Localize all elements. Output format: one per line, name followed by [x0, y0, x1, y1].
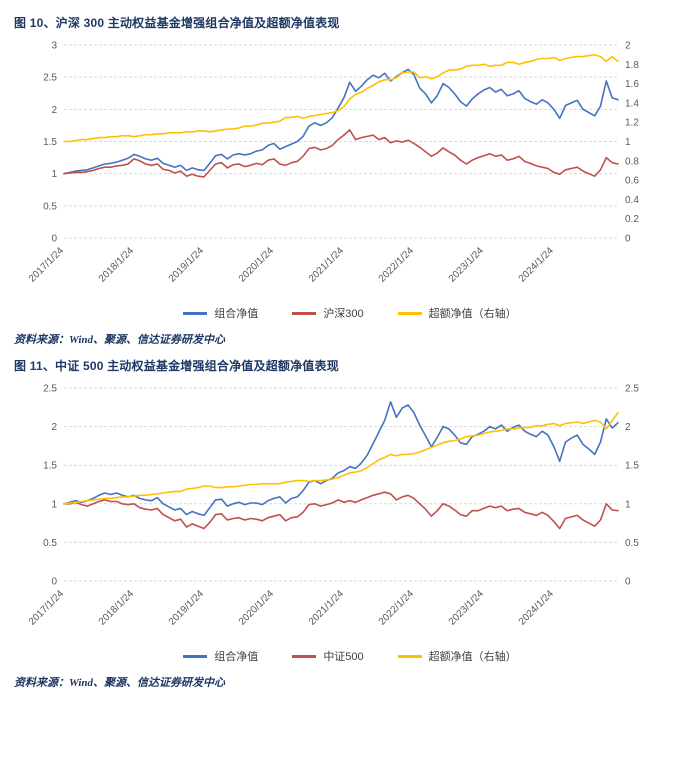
svg-text:2023/1/24: 2023/1/24 [447, 245, 487, 285]
legend-swatch-index [292, 654, 317, 658]
legend-swatch-excess [397, 311, 422, 315]
svg-text:2020/1/24: 2020/1/24 [237, 588, 277, 628]
svg-text:1.4: 1.4 [625, 98, 639, 109]
legend-swatch-portfolio [183, 311, 208, 315]
chart-legend: 组合净值 沪深300 超额净值（右轴） [12, 305, 688, 321]
svg-text:1.8: 1.8 [625, 60, 639, 71]
legend-label: 沪深300 [323, 308, 364, 320]
svg-text:1.6: 1.6 [625, 79, 639, 90]
legend-label: 超额净值（右轴） [428, 308, 517, 320]
legend-item: 超额净值（右轴） [397, 305, 517, 321]
figure-title: 图 10、沪深 300 主动权益基金增强组合净值及超额净值表现 [14, 16, 340, 30]
legend-swatch-index [292, 311, 317, 315]
report-page: 图 10、沪深 300 主动权益基金增强组合净值及超额净值表现 0 0.5 1 1.5… [12, 14, 688, 690]
svg-text:0: 0 [51, 577, 57, 588]
svg-text:2023/1/24: 2023/1/24 [447, 588, 487, 628]
svg-text:0.8: 0.8 [625, 156, 639, 167]
svg-text:1.5: 1.5 [43, 461, 57, 472]
svg-text:2024/1/24: 2024/1/24 [517, 588, 557, 628]
svg-text:2: 2 [51, 105, 57, 116]
svg-text:2.5: 2.5 [625, 384, 639, 395]
svg-text:3: 3 [51, 41, 57, 52]
figure-10-block: 图 10、沪深 300 主动权益基金增强组合净值及超额净值表现 0 0.5 1 1.5… [12, 14, 688, 347]
svg-text:2021/1/24: 2021/1/24 [307, 588, 347, 628]
svg-text:0.2: 0.2 [625, 214, 639, 225]
figure-11-block: 图 11、中证 500 主动权益基金增强组合净值及超额净值表现 0 0.5 1 1.5… [12, 357, 688, 690]
svg-text:1: 1 [51, 499, 57, 510]
legend-item: 沪深300 [292, 305, 364, 321]
svg-text:0.5: 0.5 [625, 538, 639, 549]
legend-swatch-excess [397, 654, 422, 658]
svg-text:0: 0 [625, 577, 631, 588]
svg-text:2024/1/24: 2024/1/24 [517, 245, 557, 285]
figure-title: 图 11、中证 500 主动权益基金增强组合净值及超额净值表现 [14, 359, 339, 373]
svg-text:0: 0 [625, 234, 631, 245]
source-note: 资料来源：Wind、聚源、信达证券研发中心 [14, 334, 226, 346]
svg-text:0.4: 0.4 [625, 195, 639, 206]
svg-text:0.5: 0.5 [43, 538, 57, 549]
svg-text:2: 2 [51, 422, 57, 433]
svg-text:2021/1/24: 2021/1/24 [307, 245, 347, 285]
svg-text:1.5: 1.5 [625, 461, 639, 472]
svg-text:2019/1/24: 2019/1/24 [167, 588, 207, 628]
svg-text:0.6: 0.6 [625, 176, 639, 187]
source-note: 资料来源：Wind、聚源、信达证券研发中心 [14, 677, 226, 689]
legend-swatch-portfolio [183, 654, 208, 658]
svg-text:0: 0 [51, 234, 57, 245]
legend-label: 组合净值 [214, 308, 259, 320]
svg-text:2022/1/24: 2022/1/24 [377, 245, 417, 285]
legend-item: 中证500 [292, 648, 364, 664]
svg-text:1: 1 [625, 137, 631, 148]
svg-text:2: 2 [625, 422, 631, 433]
line-chart-hs300: 0 0.5 1 1.5 2 2.5 3 0 0.2 0.4 0.6 0.8 1 1.2 1.4 1.6 1.8 2… [27, 41, 639, 285]
svg-text:1.2: 1.2 [625, 118, 639, 129]
svg-text:1: 1 [625, 499, 631, 510]
svg-text:2: 2 [625, 41, 631, 52]
svg-text:2018/1/24: 2018/1/24 [97, 245, 137, 285]
svg-text:2019/1/24: 2019/1/24 [167, 245, 207, 285]
svg-text:0.5: 0.5 [43, 201, 57, 212]
svg-text:2017/1/24: 2017/1/24 [27, 588, 67, 628]
legend-label: 中证500 [323, 651, 364, 663]
svg-text:2017/1/24: 2017/1/24 [27, 245, 67, 285]
line-chart-zz500: 0 0.5 1 1.5 2 2.5 0 0.5 1 1.5 2 2.5 2017/1/24 2018/1/… [27, 384, 639, 628]
legend-label: 超额净值（右轴） [428, 651, 517, 663]
svg-text:2.5: 2.5 [43, 384, 57, 395]
svg-text:1.5: 1.5 [43, 137, 57, 148]
legend-label: 组合净值 [214, 651, 259, 663]
svg-text:2022/1/24: 2022/1/24 [377, 588, 417, 628]
svg-text:2018/1/24: 2018/1/24 [97, 588, 137, 628]
legend-item: 组合净值 [183, 648, 258, 664]
legend-item: 超额净值（右轴） [397, 648, 517, 664]
svg-text:1: 1 [51, 169, 57, 180]
chart-legend: 组合净值 中证500 超额净值（右轴） [12, 648, 688, 664]
svg-text:2.5: 2.5 [43, 73, 57, 84]
legend-item: 组合净值 [183, 305, 258, 321]
svg-text:2020/1/24: 2020/1/24 [237, 245, 277, 285]
